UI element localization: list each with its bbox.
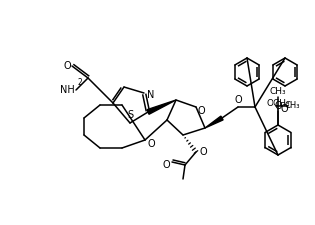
Polygon shape bbox=[205, 116, 223, 128]
Text: O: O bbox=[197, 106, 205, 116]
Text: S: S bbox=[127, 110, 133, 120]
Text: NH: NH bbox=[60, 85, 75, 95]
Text: O: O bbox=[162, 160, 170, 170]
Text: N: N bbox=[147, 90, 155, 100]
Text: 2: 2 bbox=[77, 78, 83, 87]
Text: O: O bbox=[147, 139, 155, 149]
Polygon shape bbox=[147, 100, 176, 114]
Text: O: O bbox=[280, 104, 288, 114]
Text: CH₃: CH₃ bbox=[270, 88, 286, 97]
Text: O: O bbox=[274, 101, 282, 111]
Text: O: O bbox=[63, 61, 71, 71]
Text: O: O bbox=[234, 95, 242, 105]
Text: OCH₃: OCH₃ bbox=[266, 99, 290, 108]
Text: O: O bbox=[199, 147, 207, 157]
Text: CH₃: CH₃ bbox=[284, 101, 300, 110]
